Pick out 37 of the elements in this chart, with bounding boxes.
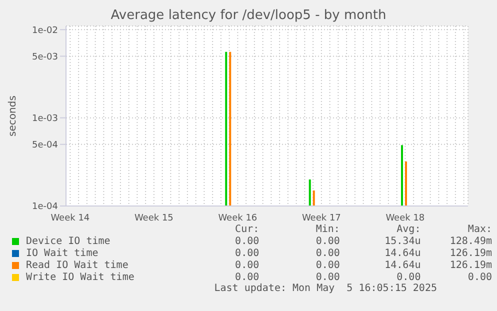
text: 0.00: [314, 260, 340, 270]
y-tick-label: 5e-03: [32, 52, 58, 62]
text: Last update: Mon May 5 16:05:15 2025: [213, 283, 437, 294]
x-tick-label: Week 15: [134, 213, 174, 224]
text: 0.00: [314, 248, 340, 258]
text: 0.00: [466, 272, 492, 282]
text: 126.19m: [448, 248, 492, 258]
y-tick-label: 1e-04: [32, 202, 58, 212]
y-tick-label: 1e-02: [32, 26, 58, 36]
y-tick-label: 1e-03: [32, 114, 58, 124]
legend-label: Device IO time: [26, 236, 110, 246]
text: 0.00: [234, 248, 260, 258]
x-tick-label: Week 18: [386, 213, 425, 224]
text: 128.49m: [448, 236, 492, 246]
text: 15.34u: [384, 236, 421, 246]
x-tick-label: Week 17: [302, 213, 341, 224]
text: 0.00: [314, 236, 340, 246]
text: 126.19m: [448, 260, 492, 270]
text: Max:: [466, 224, 492, 235]
text: 14.64u: [384, 248, 421, 258]
legend-label: Write IO Wait time: [26, 272, 134, 282]
text: 14.64u: [384, 260, 421, 270]
y-axis-title: seconds: [8, 96, 19, 136]
text: 0.00: [314, 272, 340, 282]
x-tick-label: Week 16: [218, 213, 258, 224]
legend-label: IO Wait time: [26, 248, 98, 258]
text: 0.00: [234, 272, 260, 282]
text: Avg:: [396, 224, 421, 235]
legend-label: Read IO Wait time: [26, 260, 128, 270]
chart-title: Average latency for /dev/loop5 - by month: [110, 8, 388, 24]
text: 0.00: [396, 272, 421, 282]
x-tick-label: Week 14: [50, 213, 90, 224]
text: Cur:: [234, 224, 260, 235]
text: 0.00: [234, 260, 260, 270]
text: Min:: [314, 224, 340, 235]
y-tick-label: 5e-04: [32, 140, 58, 151]
text: 0.00: [234, 236, 260, 246]
